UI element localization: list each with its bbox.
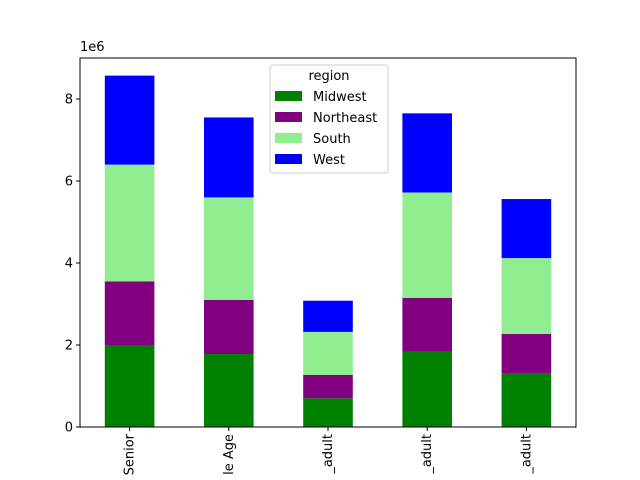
legend-label-south: South: [313, 132, 351, 147]
bar-west-1: [204, 117, 254, 198]
legend-swatch-south: [275, 133, 302, 143]
bar-northeast-1: [204, 299, 254, 355]
bar-midwest-4: [501, 373, 552, 427]
bar-west-4: [501, 199, 552, 259]
bar-northeast-4: [501, 333, 552, 374]
legend: region Midwest Northeast South West: [269, 64, 389, 174]
bar-midwest-3: [402, 351, 452, 427]
x-axis: Senior le Age _adult _adult _adult: [123, 427, 534, 475]
legend-label-northeast: Northeast: [313, 111, 377, 126]
y-tick-label-2: 4: [65, 257, 73, 272]
x-tick-label-3: _adult: [420, 434, 435, 475]
legend-label-west: West: [313, 153, 345, 168]
legend-title: region: [308, 69, 349, 84]
legend-swatch-northeast: [275, 112, 302, 122]
bar-midwest-2: [303, 398, 353, 427]
bar-south-0: [104, 164, 155, 282]
y-tick-label-3: 6: [65, 175, 73, 190]
y-tick-label-0: 0: [65, 421, 73, 436]
bar-south-3: [402, 192, 452, 298]
bar-northeast-0: [104, 281, 155, 345]
bar-west-0: [104, 75, 155, 165]
bar-west-3: [402, 113, 452, 193]
x-tick-label-0: Senior: [123, 433, 138, 475]
legend-label-midwest: Midwest: [313, 90, 367, 105]
x-tick-label-2: _adult: [321, 434, 336, 475]
bar-south-4: [501, 258, 552, 334]
bar-south-1: [204, 197, 254, 300]
x-tick-label-1: le Age: [222, 434, 237, 475]
bar-northeast-2: [303, 374, 353, 399]
bars-layer: [104, 75, 552, 427]
bar-midwest-0: [104, 345, 155, 427]
x-tick-label-4: _adult: [519, 434, 534, 475]
y-tick-label-4: 8: [65, 93, 73, 108]
y-offset-text: 1e6: [80, 40, 105, 55]
y-axis: 0 2 4 6 8: [65, 93, 80, 436]
bar-south-2: [303, 331, 353, 375]
bar-midwest-1: [204, 354, 254, 427]
legend-swatch-west: [275, 154, 302, 164]
legend-swatch-midwest: [275, 91, 302, 101]
bar-west-2: [303, 300, 353, 332]
y-tick-label-1: 2: [65, 339, 73, 354]
bar-northeast-3: [402, 297, 452, 352]
